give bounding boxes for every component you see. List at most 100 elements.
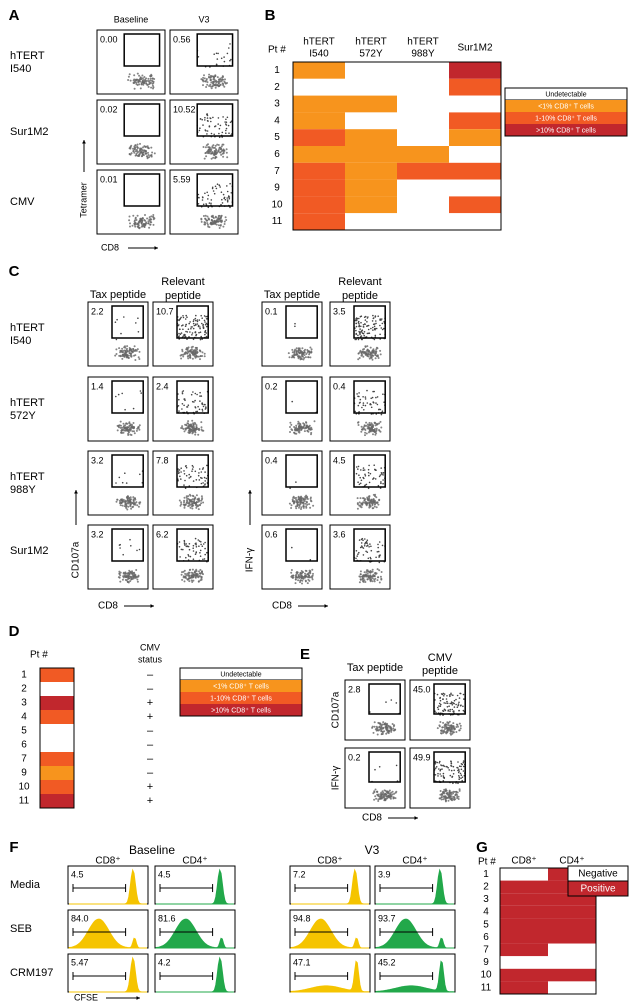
legend-swatch (505, 112, 627, 124)
event-dot (204, 192, 206, 195)
event-dot (189, 355, 192, 358)
event-dot (188, 543, 191, 545)
event-dot (142, 154, 145, 157)
event-dot (181, 408, 183, 410)
event-dot (389, 795, 391, 798)
event-dot (200, 421, 203, 424)
event-dot (194, 317, 197, 320)
event-dot (439, 721, 442, 723)
event-dot (217, 52, 219, 55)
event-dot (371, 423, 374, 426)
event-dot (370, 406, 373, 409)
event-dot (197, 325, 200, 328)
event-dot (178, 332, 180, 335)
event-dot (444, 725, 447, 728)
event-dot (186, 347, 189, 350)
event-dot (439, 790, 442, 792)
event-dot (129, 79, 132, 82)
event-dot (119, 504, 122, 507)
event-dot (217, 82, 220, 85)
event-dot (373, 721, 376, 724)
event-dot (367, 425, 369, 428)
event-dot (380, 482, 382, 485)
event-dot (205, 325, 208, 328)
event-dot (136, 549, 138, 552)
gate (176, 528, 209, 562)
event-dot (134, 217, 137, 220)
event-dot (359, 398, 362, 401)
event-dot (385, 701, 387, 703)
event-dot (294, 505, 297, 508)
event-dot (137, 575, 140, 578)
event-dot (378, 726, 381, 728)
event-dot (132, 149, 135, 152)
event-dot (301, 579, 304, 582)
event-dot (124, 472, 126, 475)
event-dot (141, 223, 144, 226)
event-dot (192, 550, 195, 552)
event-dot (139, 142, 141, 145)
arrow-head (154, 246, 158, 250)
event-dot (310, 433, 312, 436)
event-dot (136, 154, 139, 157)
event-dot (390, 794, 393, 797)
event-dot (128, 421, 131, 424)
event-dot (199, 326, 201, 328)
event-dot (215, 148, 217, 151)
event-dot (210, 87, 213, 90)
event-dot (306, 495, 309, 498)
event-dot (446, 791, 449, 794)
event-dot (139, 80, 142, 83)
event-dot (227, 124, 230, 127)
event-dot (135, 349, 138, 352)
event-dot (378, 498, 381, 501)
event-dot (313, 420, 316, 423)
event-dot (304, 356, 307, 359)
event-dot (302, 503, 305, 505)
event-dot (118, 476, 121, 479)
heat-cell (293, 129, 345, 146)
event-dot (119, 420, 122, 423)
event-dot (444, 800, 447, 803)
event-dot (204, 547, 206, 550)
event-dot (299, 352, 301, 355)
event-dot (437, 772, 439, 775)
event-dot (439, 773, 442, 775)
event-dot (310, 348, 313, 351)
event-dot (296, 572, 299, 575)
event-dot (445, 702, 447, 704)
plot-frame (87, 301, 149, 367)
event-dot (213, 84, 216, 86)
row-label: hTERT (10, 322, 45, 334)
event-dot (457, 725, 459, 728)
event-dot (458, 709, 460, 712)
event-dot (216, 217, 219, 220)
event-dot (218, 227, 221, 229)
patient-label: 7 (274, 166, 280, 177)
event-dot (193, 430, 196, 433)
event-dot (461, 776, 464, 778)
event-dot (200, 577, 203, 580)
percent-label: 93.7 (378, 913, 396, 923)
event-dot (300, 508, 302, 510)
patient-label: 5 (21, 726, 27, 737)
event-dot (187, 350, 189, 353)
event-dot (450, 793, 453, 796)
legend-swatch (505, 124, 627, 136)
event-dot (129, 423, 132, 426)
event-dot (141, 74, 144, 77)
event-dot (191, 400, 194, 403)
event-dot (450, 724, 452, 727)
event-dot (360, 354, 363, 357)
event-dot (194, 570, 197, 573)
event-dot (452, 722, 455, 725)
event-dot (187, 495, 190, 498)
row-label: SEB (10, 923, 32, 935)
event-dot (297, 574, 300, 576)
event-dot (188, 431, 191, 434)
event-dot (380, 472, 383, 474)
event-dot (447, 724, 450, 727)
event-dot (183, 542, 186, 545)
event-dot (201, 429, 204, 432)
event-dot (379, 333, 381, 336)
